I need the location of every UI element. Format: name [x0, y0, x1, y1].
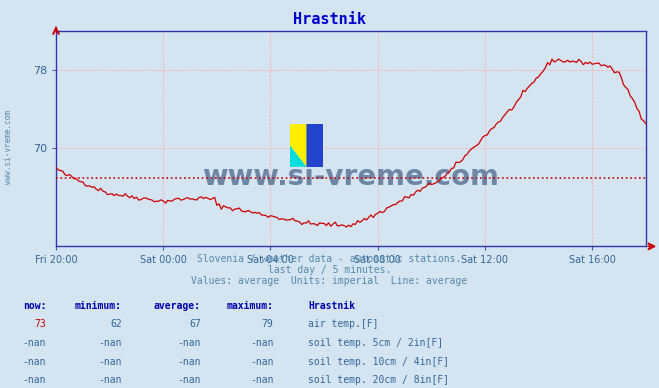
Text: maximum:: maximum: — [227, 301, 273, 311]
Text: -nan: -nan — [250, 375, 273, 385]
Text: soil temp. 5cm / 2in[F]: soil temp. 5cm / 2in[F] — [308, 338, 444, 348]
Text: 62: 62 — [110, 319, 122, 329]
Text: 79: 79 — [262, 319, 273, 329]
Text: -nan: -nan — [250, 338, 273, 348]
Text: -nan: -nan — [98, 338, 122, 348]
Polygon shape — [306, 124, 323, 167]
Text: Slovenia / weather data - automatic stations.: Slovenia / weather data - automatic stat… — [197, 254, 462, 264]
Text: average:: average: — [154, 301, 201, 311]
Text: -nan: -nan — [98, 357, 122, 367]
Text: soil temp. 20cm / 8in[F]: soil temp. 20cm / 8in[F] — [308, 375, 449, 385]
Polygon shape — [290, 146, 306, 167]
Text: 73: 73 — [34, 319, 46, 329]
Text: minimum:: minimum: — [75, 301, 122, 311]
Text: www.si-vreme.com: www.si-vreme.com — [4, 111, 13, 184]
Text: -nan: -nan — [22, 357, 46, 367]
Text: -nan: -nan — [177, 338, 201, 348]
Text: -nan: -nan — [22, 375, 46, 385]
Text: Values: average  Units: imperial  Line: average: Values: average Units: imperial Line: av… — [191, 276, 468, 286]
Text: soil temp. 10cm / 4in[F]: soil temp. 10cm / 4in[F] — [308, 357, 449, 367]
Text: Hrastnik: Hrastnik — [293, 12, 366, 27]
Text: air temp.[F]: air temp.[F] — [308, 319, 379, 329]
Text: Hrastnik: Hrastnik — [308, 301, 355, 311]
Polygon shape — [290, 124, 306, 167]
Text: www.si-vreme.com: www.si-vreme.com — [202, 163, 500, 191]
Text: -nan: -nan — [250, 357, 273, 367]
Text: last day / 5 minutes.: last day / 5 minutes. — [268, 265, 391, 275]
Text: now:: now: — [22, 301, 46, 311]
Text: -nan: -nan — [22, 338, 46, 348]
Text: -nan: -nan — [98, 375, 122, 385]
Text: 67: 67 — [189, 319, 201, 329]
Text: -nan: -nan — [177, 375, 201, 385]
Text: -nan: -nan — [177, 357, 201, 367]
